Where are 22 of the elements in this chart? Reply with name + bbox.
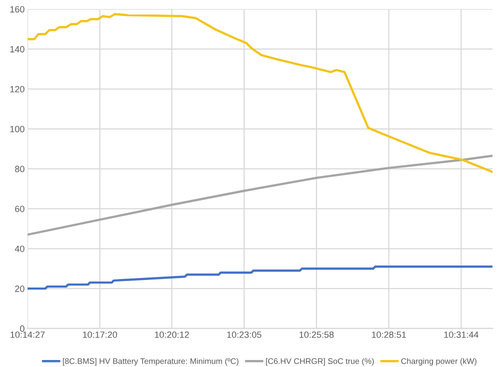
x-tick-label: 10:17:20 — [82, 331, 118, 338]
y-tick-label: 80 — [15, 166, 24, 172]
x-tick-label: 10:28:51 — [372, 331, 406, 338]
x-tick-label: 10:31:44 — [444, 331, 478, 338]
x-tick-label: 10:25:58 — [300, 331, 334, 338]
line-series — [28, 265, 492, 290]
y-tick-label: 160 — [10, 6, 24, 13]
y-tick-label: 0 — [20, 325, 24, 332]
x-tick-label: 10:14:27 — [10, 331, 45, 338]
y-tick-label: 140 — [10, 46, 24, 52]
y-tick-label: 20 — [15, 286, 24, 292]
legend-label: [8C.BMS] HV Battery Temperature: Minimum (ºC) — [62, 358, 238, 366]
x-tick-label: 10:20:12 — [154, 331, 189, 338]
legend-label: Charging power (kW) — [401, 358, 476, 366]
line-series — [28, 13, 492, 173]
legend-label: [C6.HV CHRGR] SoC true (%) — [266, 358, 374, 366]
x-tick-label: 10:23:05 — [227, 331, 262, 338]
y-tick-label: 40 — [14, 246, 24, 252]
line-series — [28, 154, 492, 236]
y-tick-label: 100 — [10, 126, 24, 132]
y-tick-label: 60 — [15, 206, 24, 212]
y-tick-label: 120 — [10, 86, 24, 92]
